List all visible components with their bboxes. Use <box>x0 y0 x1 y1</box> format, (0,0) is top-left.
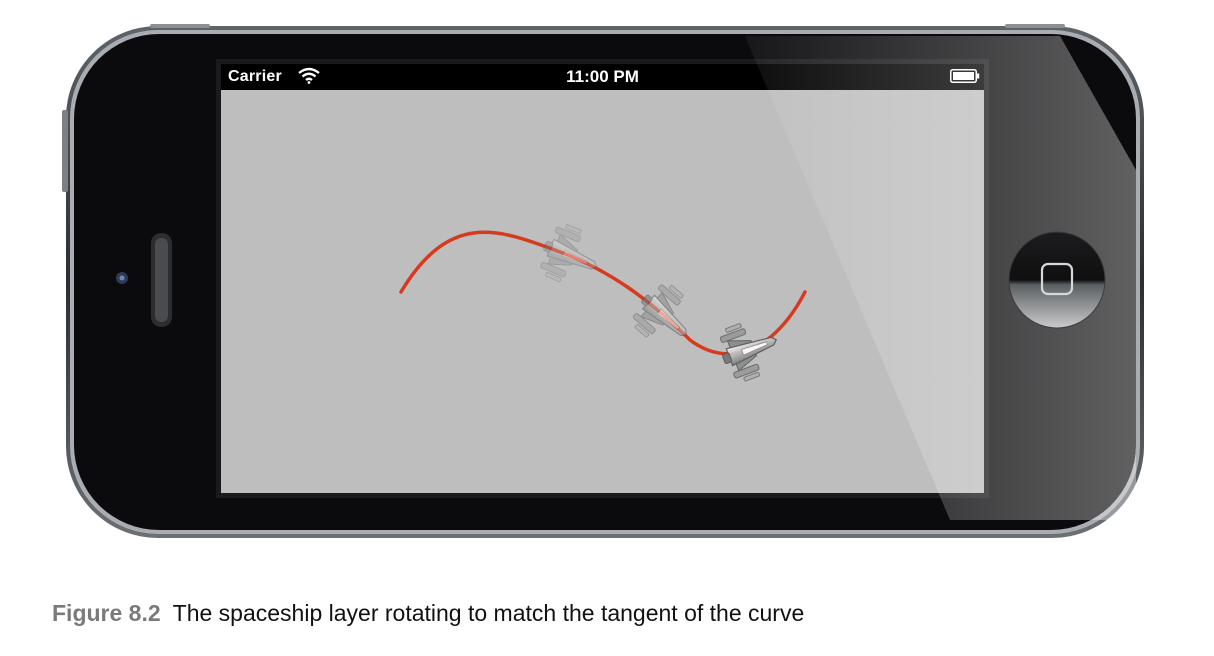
spaceship-icon <box>540 224 598 283</box>
status-bar: Carrier 11:00 PM <box>221 64 984 90</box>
spaceships <box>540 224 778 382</box>
status-time: 11:00 PM <box>566 67 639 86</box>
spaceship-icon <box>719 323 778 382</box>
home-button[interactable] <box>1008 231 1106 329</box>
figure-number: Figure 8.2 <box>52 600 161 626</box>
spaceship-icon <box>632 284 687 338</box>
figure-caption: Figure 8.2 The spaceship layer rotating t… <box>52 600 804 627</box>
home-square-icon <box>1040 262 1074 296</box>
carrier-label: Carrier <box>228 68 282 85</box>
battery-icon <box>950 69 980 83</box>
figure-caption-text: The spaceship layer rotating to match th… <box>172 600 805 626</box>
wifi-icon <box>298 67 320 84</box>
